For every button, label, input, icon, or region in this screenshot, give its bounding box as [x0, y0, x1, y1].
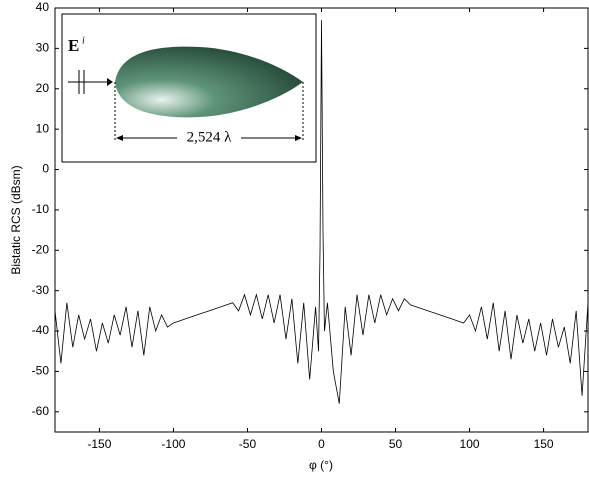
x-tick-label: 0 — [318, 437, 325, 451]
x-tick-label: -150 — [87, 437, 111, 451]
y-tick-label: -10 — [32, 202, 50, 216]
rcs-line — [54, 20, 589, 404]
x-tick-label: -100 — [161, 437, 185, 451]
y-tick-label: -50 — [32, 364, 50, 378]
inset: E i 2,524 λ — [61, 13, 317, 163]
inset-arrowhead — [107, 78, 113, 86]
y-tick-label: 40 — [36, 0, 50, 14]
y-axis-label: Bistatic RCS (dBsm) — [9, 165, 23, 274]
x-tick-label: 100 — [460, 437, 480, 451]
y-tick-label: -40 — [32, 323, 50, 337]
inset-label-bg — [177, 128, 241, 146]
x-tick-label: 50 — [389, 437, 403, 451]
x-tick-label: 150 — [534, 437, 554, 451]
x-axis-label: φ (°) — [309, 458, 333, 472]
y-tick-label: -30 — [32, 283, 50, 297]
y-tick-label: 10 — [36, 121, 50, 135]
inset-field-sup: i — [82, 35, 85, 46]
y-tick-label: 0 — [42, 162, 49, 176]
inset-length: 2,524 λ — [187, 129, 233, 145]
inset-field: E — [68, 36, 79, 55]
y-tick-label: -60 — [32, 404, 50, 418]
x-tick-label: -50 — [239, 437, 257, 451]
y-tick-label: 20 — [36, 81, 50, 95]
y-tick-label: 30 — [36, 41, 50, 55]
inset-body — [115, 46, 303, 118]
y-tick-label: -20 — [32, 242, 50, 256]
